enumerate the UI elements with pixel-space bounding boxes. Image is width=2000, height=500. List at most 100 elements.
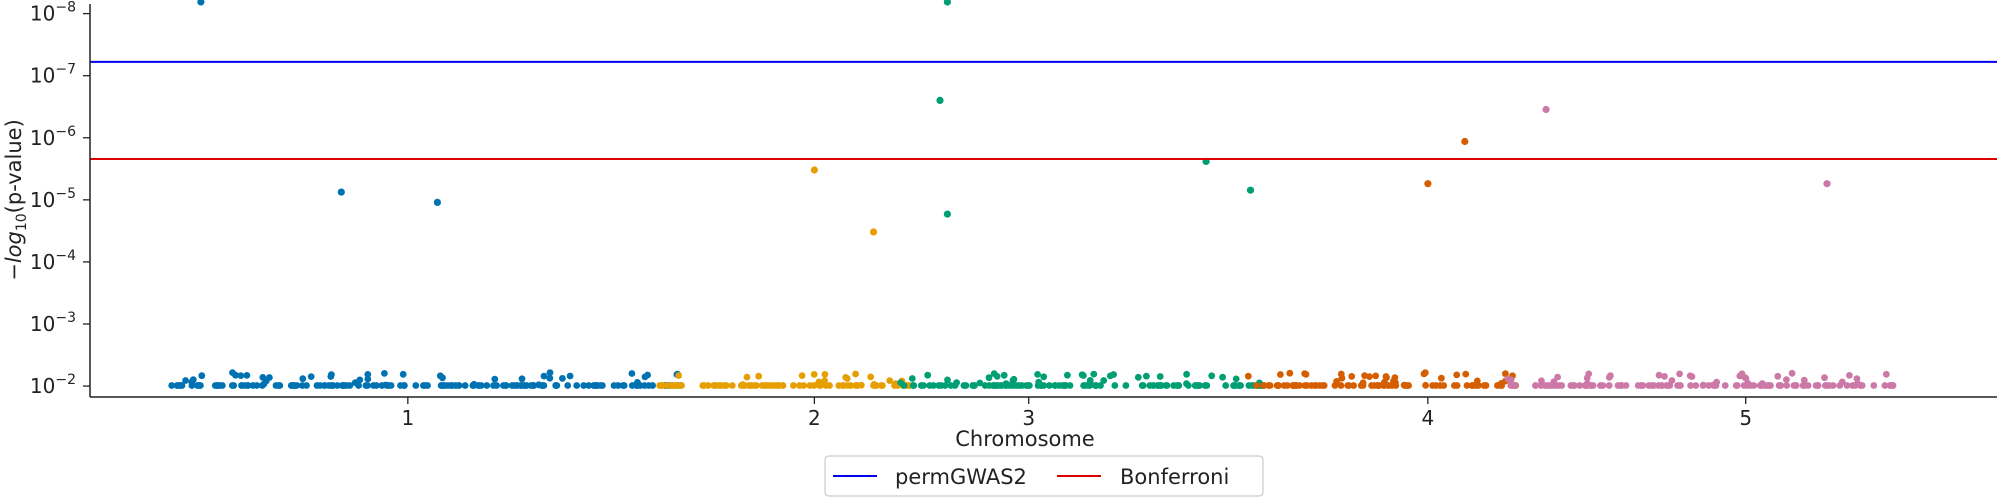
snp-point (580, 382, 588, 389)
points-layer (168, 0, 1897, 389)
snp-point (1090, 370, 1098, 378)
snp-point (1605, 382, 1613, 389)
snp-point (189, 376, 197, 384)
snp-point (1836, 382, 1844, 389)
snp-point (1474, 382, 1482, 389)
snp-point (1201, 382, 1209, 389)
snp-point (1040, 373, 1048, 381)
snp-point (307, 373, 315, 380)
snp-point (1333, 378, 1340, 385)
snp-point (1429, 382, 1436, 389)
snp-point (1381, 382, 1388, 389)
snp-point (194, 382, 202, 389)
y-axis-label-suffix: (p-value) (2, 119, 26, 213)
snp-point (1421, 369, 1429, 377)
snp-point (1245, 382, 1253, 389)
snp-point (1814, 382, 1822, 389)
snp-point (1507, 376, 1515, 384)
snp-point (437, 382, 445, 389)
snp-point (1451, 382, 1458, 389)
snp-point (985, 374, 993, 382)
snp-point (1589, 382, 1597, 389)
snp-point (566, 372, 574, 380)
snp-point (910, 382, 918, 389)
snp-point (1361, 372, 1368, 379)
snp-point (1469, 382, 1477, 389)
snp-point (1881, 382, 1889, 389)
snp-point (917, 382, 925, 389)
snp-point (1422, 381, 1429, 389)
snp-point (969, 382, 977, 389)
snp-point (1265, 382, 1272, 389)
snp-point (1078, 371, 1086, 379)
snp-point (790, 382, 797, 389)
snp-point (761, 382, 769, 389)
snp-point (1846, 372, 1853, 379)
snp-point (614, 382, 622, 389)
snp-point (994, 382, 1002, 389)
snp-point (1081, 382, 1089, 389)
snp-point (1882, 370, 1890, 378)
snp-point (1741, 374, 1749, 382)
snp-point (1175, 382, 1183, 389)
snp-point (1391, 374, 1399, 381)
snp-point (960, 382, 968, 389)
snp-point (649, 382, 656, 389)
snp-point (1502, 370, 1509, 378)
snp-point (751, 382, 759, 389)
snp-point (362, 382, 370, 389)
snp-point (439, 374, 446, 382)
snp-point (821, 371, 829, 378)
snp-point (1453, 371, 1461, 379)
y-tick-label: 10−3 (30, 310, 76, 336)
snp-point (1359, 382, 1367, 389)
snp-point (1143, 372, 1150, 380)
snp-point (343, 382, 351, 389)
snp-point (599, 382, 606, 389)
snp-point (1585, 370, 1593, 378)
snp-point (483, 382, 491, 389)
snp-point (490, 382, 497, 389)
snp-point (1870, 382, 1878, 389)
snp-point (1674, 382, 1681, 389)
x-tick-label: 4 (1421, 406, 1434, 430)
snp-point (351, 379, 359, 386)
snp-point (1222, 382, 1230, 389)
x-tick-label: 5 (1739, 406, 1752, 430)
snp-point (1482, 382, 1490, 389)
snp-point (1034, 371, 1041, 378)
snp-point (1372, 372, 1380, 380)
snp-point (229, 369, 236, 376)
snp-point-highlight (433, 198, 441, 206)
snp-point (937, 382, 945, 389)
snp-point (1154, 382, 1161, 389)
snp-point (664, 382, 671, 389)
snp-point (810, 371, 818, 378)
snp-point (1843, 382, 1851, 389)
snp-point (1645, 382, 1653, 389)
snp-point (1552, 382, 1560, 389)
snp-point (1236, 382, 1243, 389)
snp-point (798, 372, 806, 379)
snp-point (1400, 381, 1408, 389)
snp-point (174, 382, 181, 389)
snp-point (1668, 377, 1676, 384)
snp-point (821, 377, 828, 385)
snp-point (1687, 382, 1694, 389)
snp-point (1617, 382, 1625, 389)
snp-point (1219, 373, 1226, 381)
snp-point (1558, 382, 1566, 389)
snp-point-highlight (936, 96, 944, 104)
snp-point (1605, 374, 1613, 381)
snp-point (1122, 382, 1130, 389)
snp-point (867, 373, 875, 381)
snp-point (628, 370, 636, 377)
snp-point (518, 375, 526, 383)
y-axis-label-prefix: − (2, 263, 26, 281)
legend: permGWAS2 Bonferroni (824, 455, 1264, 497)
snp-point (1462, 370, 1470, 378)
snp-point (1086, 382, 1094, 389)
snp-point (387, 382, 395, 389)
snp-point (1191, 382, 1199, 389)
